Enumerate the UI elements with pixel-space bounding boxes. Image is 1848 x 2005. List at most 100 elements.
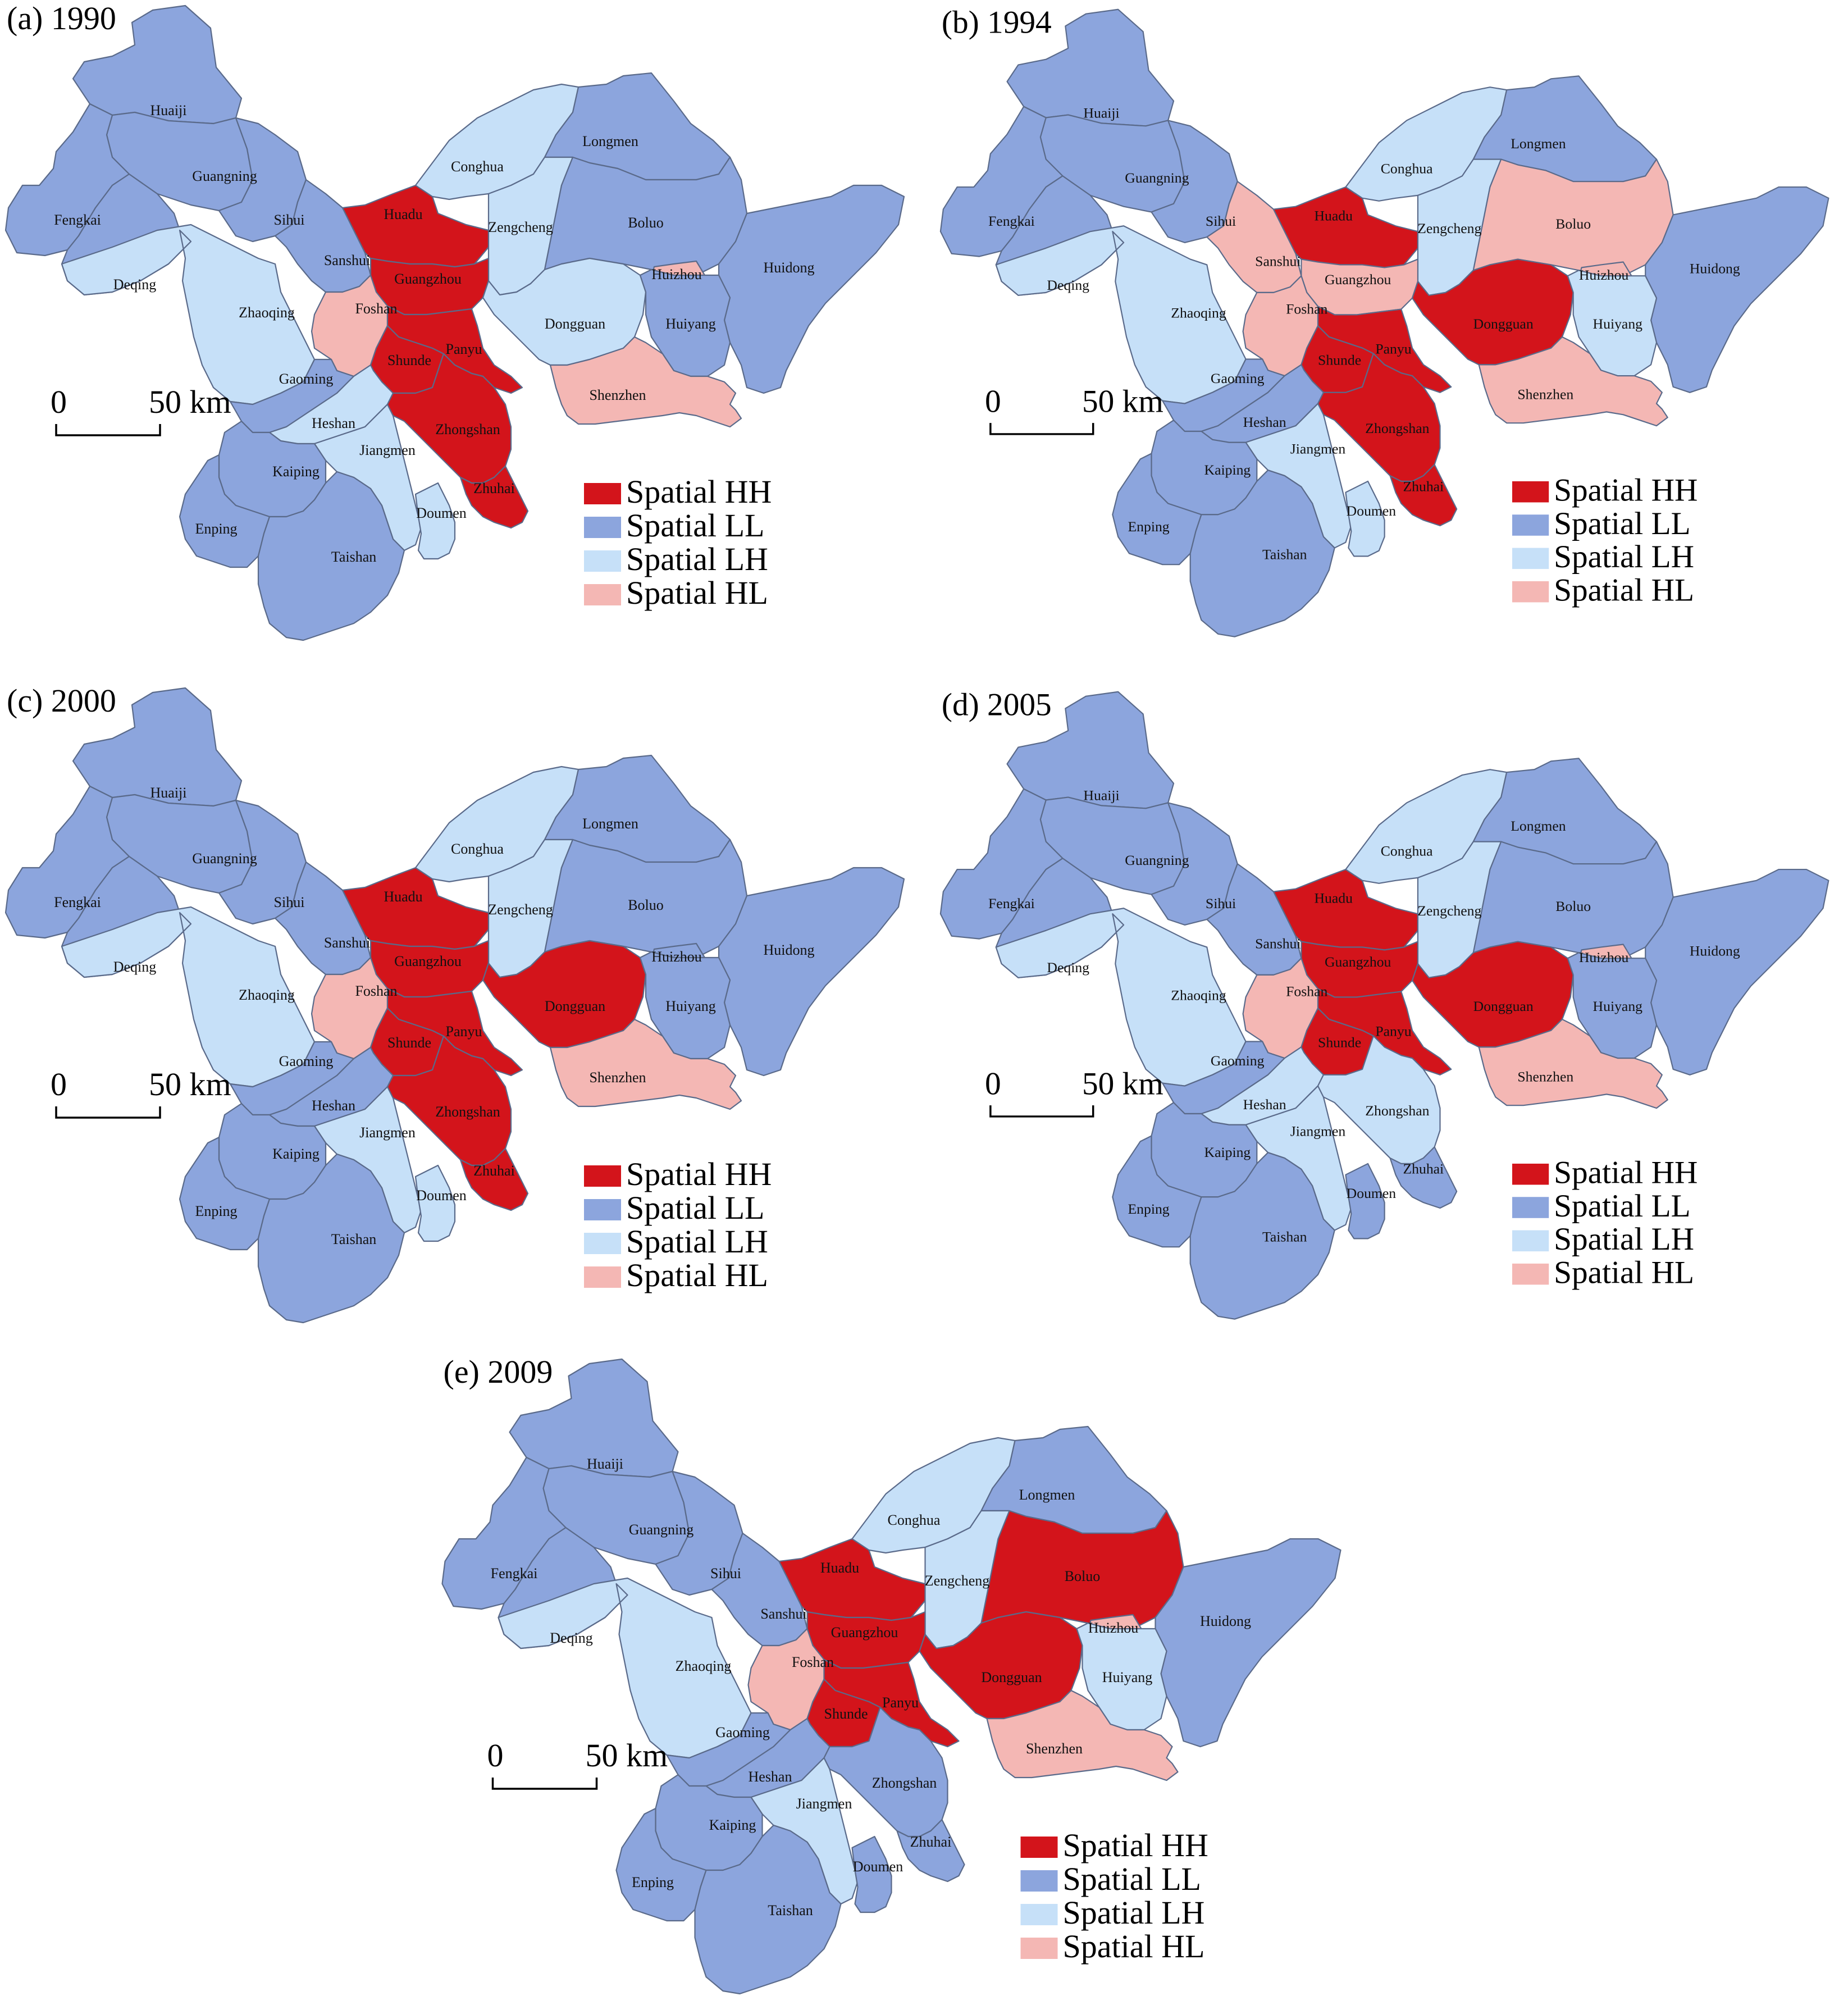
region-label-guangning: Guangning [1125,852,1189,868]
region-label-sanshui: Sanshui [324,252,370,268]
region-label-huidong: Huidong [1690,260,1740,276]
regions [441,1358,1341,1995]
region-label-fengkai: Fengkai [54,894,101,910]
region-enping [615,1807,707,1922]
region-huiyang [1076,1622,1167,1731]
region-huiyang [639,268,731,377]
region-huidong [718,184,905,394]
panel-title: (b) 1994 [942,4,1052,40]
region-zhuhai [1389,464,1458,527]
region-label-zhuhai: Zhuhai [473,1163,515,1179]
region-shenzhen [549,1018,742,1110]
region-label-zengcheng: Zengcheng [925,1573,990,1589]
region-label-huizhou: Huizhou [1088,1620,1139,1636]
legend-swatch-hh [584,1165,621,1187]
region-label-zhaoqing: Zhaoqing [676,1658,732,1674]
region-label-taishan: Taishan [331,1231,377,1247]
region-huidong [1645,868,1829,1076]
region-label-boluo: Boluo [1065,1568,1101,1584]
scale-zero-label: 0 [487,1737,504,1774]
region-label-heshan: Heshan [312,415,355,431]
scale-bar: 0 50 km [51,1066,231,1119]
region-label-panyu: Panyu [446,341,482,357]
legend-label-ll: Spatial LL [1554,1188,1691,1224]
region-label-shunde: Shunde [1318,1034,1361,1050]
region-label-huizhou: Huizhou [1579,949,1629,965]
scale-bar-line [55,424,161,436]
legend-swatch-ll [584,1199,621,1220]
scale-distance-label: 50 km [1082,384,1163,419]
region-labels: Huaiji Guangning Fengkai Deqing Sihui Zhaoqin… [988,105,1740,563]
region-label-guangzhou: Guangzhou [394,953,462,969]
region-label-zhuhai: Zhuhai [473,480,515,496]
legend-label-ll: Spatial LL [626,1190,764,1226]
scale-zero-label: 0 [51,1066,67,1102]
legend-swatch-ll [1020,1870,1058,1892]
region-label-zhuhai: Zhuhai [1403,479,1444,495]
region-label-enping: Enping [632,1874,674,1890]
region-zhaoqing [498,1577,752,1759]
region-doumen [1345,1163,1385,1240]
region-label-conghua: Conghua [888,1512,941,1528]
region-label-kaiping: Kaiping [1204,462,1251,478]
scale-distance-label: 50 km [586,1737,668,1774]
region-doumen [414,482,456,560]
scale-bar-line [491,1778,598,1790]
region-label-gaoming: Gaoming [715,1724,770,1740]
legend-label-lh: Spatial LH [1554,539,1694,575]
scale-zero-label: 0 [985,384,1001,419]
region-labels: Huaiji Guangning Fengkai Deqing Sihui Zhaoqin… [54,785,814,1247]
region-label-conghua: Conghua [451,158,504,175]
region-label-doumen: Doumen [853,1858,904,1875]
region-label-boluo: Boluo [628,897,664,913]
region-zhaoqing [61,906,316,1088]
region-label-kaiping: Kaiping [709,1817,756,1833]
region-huadu [341,184,490,268]
region-label-conghua: Conghua [451,841,504,857]
region-label-zhaoqing: Zhaoqing [1171,304,1226,321]
region-label-heshan: Heshan [1243,414,1286,430]
region-label-enping: Enping [1128,518,1169,535]
legend-swatch-ll [584,517,621,538]
region-shenzhen [1478,1018,1668,1109]
region-label-longmen: Longmen [582,815,638,832]
region-label-huadu: Huadu [1314,207,1353,224]
region-label-guangzhou: Guangzhou [831,1624,898,1641]
region-label-doumen: Doumen [416,1187,467,1204]
region-label-zhongshan: Zhongshan [435,421,500,438]
region-zhaoqing [995,908,1247,1087]
region-label-enping: Enping [195,1203,237,1219]
region-label-guangzhou: Guangzhou [1325,271,1391,288]
region-label-taishan: Taishan [331,549,377,565]
region-label-longmen: Longmen [1511,818,1566,834]
map-panel-d: (d) 2005 Huaiji Guangning Fengkai Deqing Sihu… [939,687,1829,1320]
legend-label-ll: Spatial LL [1063,1861,1201,1897]
region-label-dongguan: Dongguan [1473,316,1534,332]
region-label-sihui: Sihui [1206,895,1236,912]
region-labels: Huaiji Guangning Fengkai Deqing Sihui Zhaoqin… [988,787,1740,1245]
region-label-huaiji: Huaiji [150,102,187,119]
region-huiyang [1567,270,1658,377]
region-label-huadu: Huadu [384,888,422,905]
region-label-sihui: Sihui [274,894,305,910]
legend-swatch-hl [584,1266,621,1288]
region-doumen [1345,480,1385,557]
scale-distance-label: 50 km [149,1066,231,1102]
legend-label-hl: Spatial HL [626,575,768,611]
region-label-kaiping: Kaiping [1204,1144,1251,1160]
region-label-zhongshan: Zhongshan [1365,1102,1429,1119]
legend-swatch-lh [1512,1230,1549,1252]
region-zhaoqing [995,225,1247,404]
region-label-sanshui: Sanshui [324,935,370,951]
region-label-longmen: Longmen [1019,1487,1075,1503]
legend-swatch-lh [1512,548,1549,569]
legend-label-lh: Spatial LH [1063,1894,1205,1931]
region-huadu [341,867,490,950]
region-taishan [257,471,405,641]
region-label-huadu: Huadu [820,1560,859,1576]
region-label-longmen: Longmen [1511,135,1566,152]
region-label-deqing: Deqing [113,959,157,975]
